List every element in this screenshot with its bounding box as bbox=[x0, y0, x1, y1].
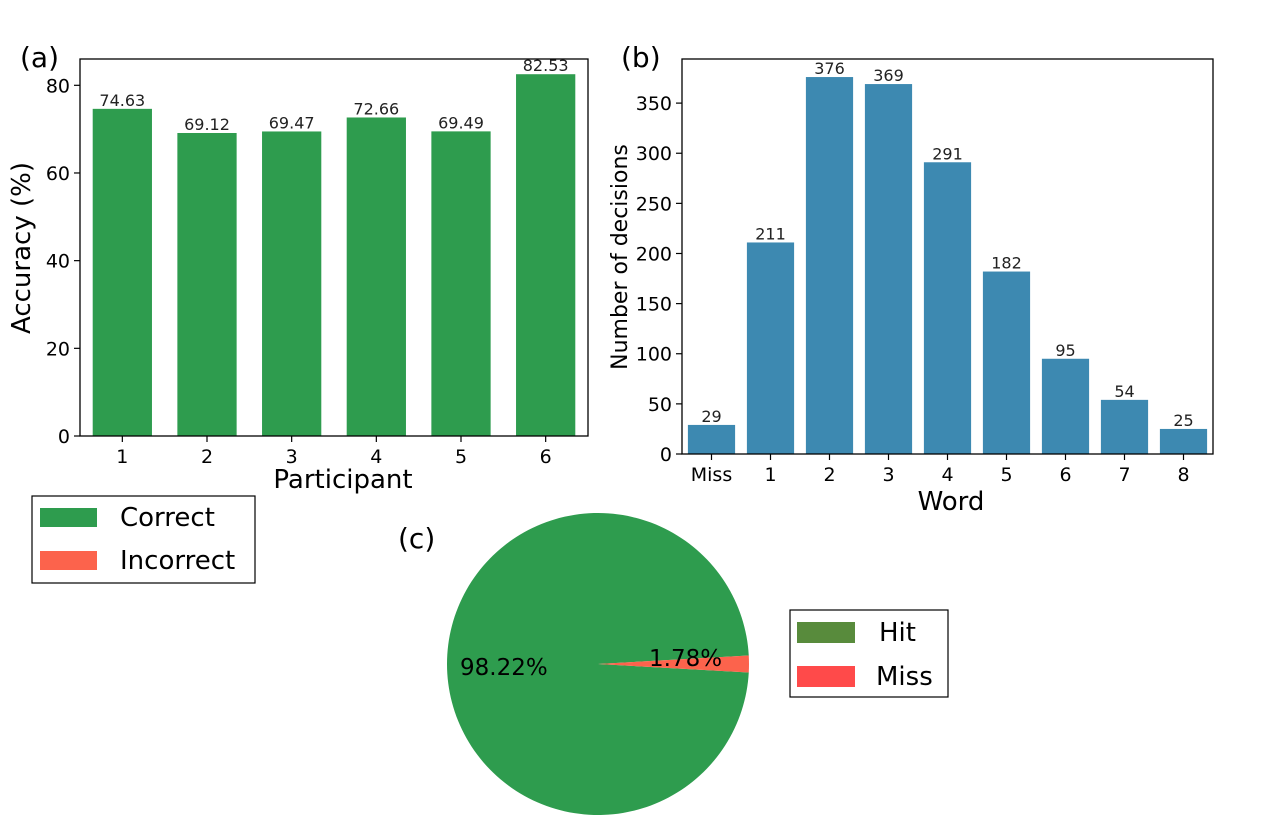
x-axis-label-a: Participant bbox=[273, 465, 412, 495]
word-bar-5 bbox=[982, 271, 1031, 454]
word-y-tick-label: 50 bbox=[648, 394, 672, 416]
legend-a: Correct Incorrect bbox=[31, 495, 256, 584]
participant-x-tick-label: 4 bbox=[370, 446, 382, 468]
word-y-tick-label: 150 bbox=[636, 294, 672, 316]
legend-label-correct: Correct bbox=[120, 503, 215, 533]
legend-swatch-hit bbox=[797, 622, 855, 643]
pie-label-hit: 98.22% bbox=[460, 655, 548, 681]
word-data-label: 25 bbox=[1173, 411, 1193, 430]
word-y-tick-label: 300 bbox=[636, 143, 672, 165]
word-data-label: 369 bbox=[873, 66, 904, 85]
participant-data-label: 69.47 bbox=[269, 113, 315, 132]
word-x-tick-label: 6 bbox=[1059, 464, 1071, 486]
axes-frame-a bbox=[79, 58, 589, 437]
x-axis-label-b: Word bbox=[918, 487, 985, 517]
participant-data-label: 69.12 bbox=[184, 115, 230, 134]
word-bar-6 bbox=[1041, 358, 1090, 454]
word-y-tick-label: 100 bbox=[636, 344, 672, 366]
participant-x-tick-label: 1 bbox=[116, 446, 128, 468]
participant-x-tick-label: 5 bbox=[455, 446, 467, 468]
word-data-label: 54 bbox=[1114, 382, 1134, 401]
pie-slice-hit bbox=[446, 513, 749, 815]
word-bar-miss bbox=[687, 424, 736, 454]
legend-label-incorrect: Incorrect bbox=[120, 546, 235, 576]
participant-data-label: 82.53 bbox=[523, 56, 569, 75]
word-data-label: 29 bbox=[701, 407, 721, 426]
y-axis-label-b: Number of decisions bbox=[608, 144, 633, 370]
panel-label-b: (b) bbox=[621, 41, 661, 74]
word-bar-2 bbox=[805, 77, 854, 454]
word-bar-4 bbox=[923, 162, 972, 455]
word-data-label: 291 bbox=[932, 144, 963, 163]
word-y-tick-label: 350 bbox=[636, 93, 672, 115]
word-x-tick-label: 7 bbox=[1118, 464, 1130, 486]
participant-y-tick-label: 20 bbox=[46, 338, 70, 360]
legend-label-hit: Hit bbox=[879, 618, 916, 648]
participant-data-label: 74.63 bbox=[99, 91, 145, 110]
participant-x-tick-label: 2 bbox=[201, 446, 213, 468]
word-bar-7 bbox=[1100, 399, 1149, 454]
word-data-label: 182 bbox=[991, 254, 1022, 273]
word-data-label: 376 bbox=[814, 59, 845, 78]
participant-y-tick-label: 60 bbox=[46, 163, 70, 185]
participant-bar-2 bbox=[177, 132, 237, 437]
word-y-tick-label: 0 bbox=[660, 444, 672, 466]
word-x-tick-label: 1 bbox=[764, 464, 776, 486]
participant-data-label: 72.66 bbox=[353, 99, 399, 118]
accuracy-bar-chart: 0 20 40 60 80 1 2 3 4 5 6 74.63 69.12 69.47 72.66 69.… bbox=[7, 56, 589, 495]
word-x-tick-label: 2 bbox=[823, 464, 835, 486]
word-bar-3 bbox=[864, 84, 913, 455]
participant-bar-5 bbox=[431, 131, 491, 436]
participant-x-tick-label: 3 bbox=[286, 446, 298, 468]
y-axis-label-a: Accuracy (%) bbox=[7, 162, 37, 334]
legend-c: Hit Miss bbox=[789, 609, 949, 698]
participant-y-tick-label: 80 bbox=[46, 75, 70, 97]
pie-slice-miss bbox=[598, 655, 749, 673]
participant-bar-4 bbox=[346, 117, 406, 437]
participant-y-tick-label: 0 bbox=[58, 426, 70, 448]
word-y-tick-label: 200 bbox=[636, 243, 672, 265]
legend-swatch-incorrect bbox=[40, 551, 97, 570]
pie-label-miss: 1.78% bbox=[649, 646, 722, 672]
word-x-tick-label: 3 bbox=[882, 464, 894, 486]
legend-swatch-miss bbox=[797, 666, 855, 687]
word-data-label: 211 bbox=[755, 224, 786, 243]
participant-y-tick-label: 40 bbox=[46, 251, 70, 273]
word-x-tick-label: 8 bbox=[1177, 464, 1189, 486]
hit-miss-pie-chart: 98.22% 1.78% bbox=[446, 513, 749, 815]
word-y-tick-label: 250 bbox=[636, 193, 672, 215]
participant-bar-1 bbox=[92, 108, 152, 437]
axes-frame-b bbox=[681, 58, 1214, 455]
decisions-bar-chart: 0 50 100 150 200 250 300 350 Miss 1 2 3 4 5 6 7 8 29 211… bbox=[608, 58, 1214, 517]
word-x-tick-label: Miss bbox=[691, 464, 732, 486]
word-bar-8 bbox=[1159, 428, 1208, 454]
participant-bar-3 bbox=[262, 131, 322, 437]
word-x-tick-label: 4 bbox=[941, 464, 953, 486]
word-x-tick-label: 5 bbox=[1000, 464, 1012, 486]
panel-label-a: (a) bbox=[20, 41, 59, 74]
participant-data-label: 69.49 bbox=[438, 113, 484, 132]
participant-bar-6 bbox=[516, 74, 576, 436]
panel-label-c: (c) bbox=[398, 522, 435, 555]
legend-label-miss: Miss bbox=[876, 662, 933, 692]
legend-swatch-correct bbox=[40, 508, 97, 527]
word-data-label: 95 bbox=[1055, 341, 1075, 360]
participant-x-tick-label: 6 bbox=[540, 446, 552, 468]
word-bar-1 bbox=[746, 242, 795, 454]
